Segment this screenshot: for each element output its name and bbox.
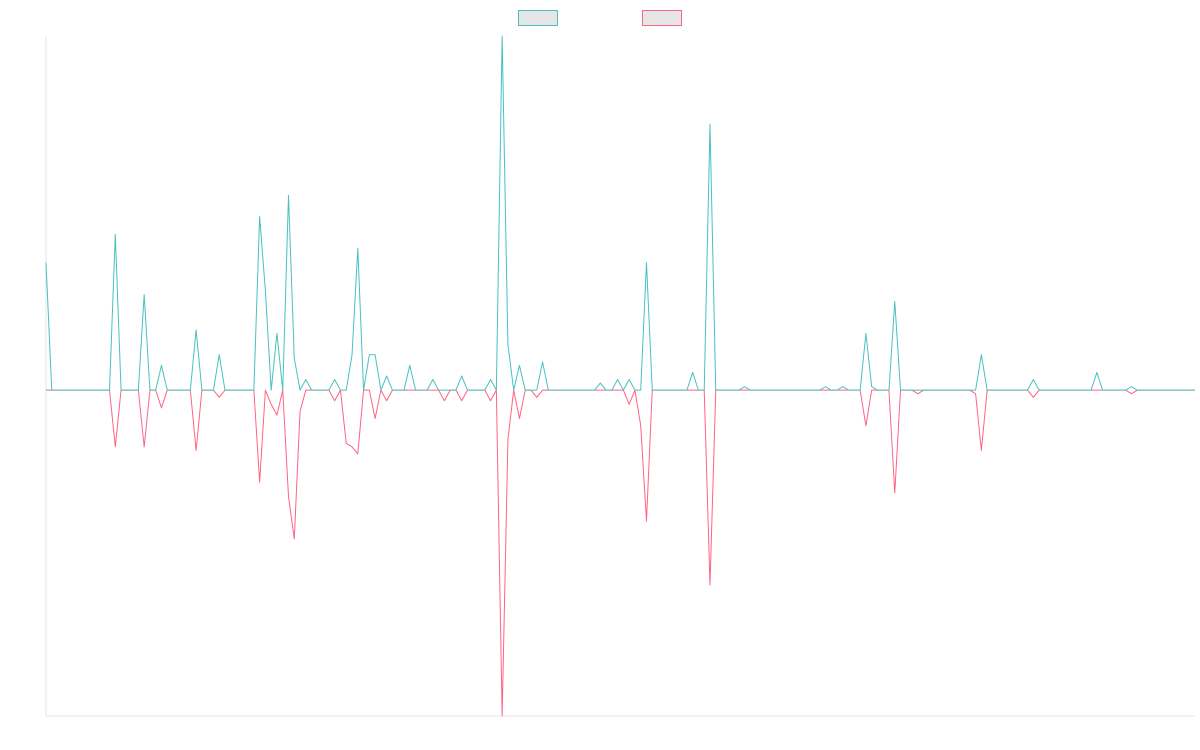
legend-swatch[interactable] (518, 10, 558, 26)
series-line (45, 35, 1195, 391)
series-line (46, 389, 1195, 717)
legend-swatch[interactable] (642, 10, 682, 26)
